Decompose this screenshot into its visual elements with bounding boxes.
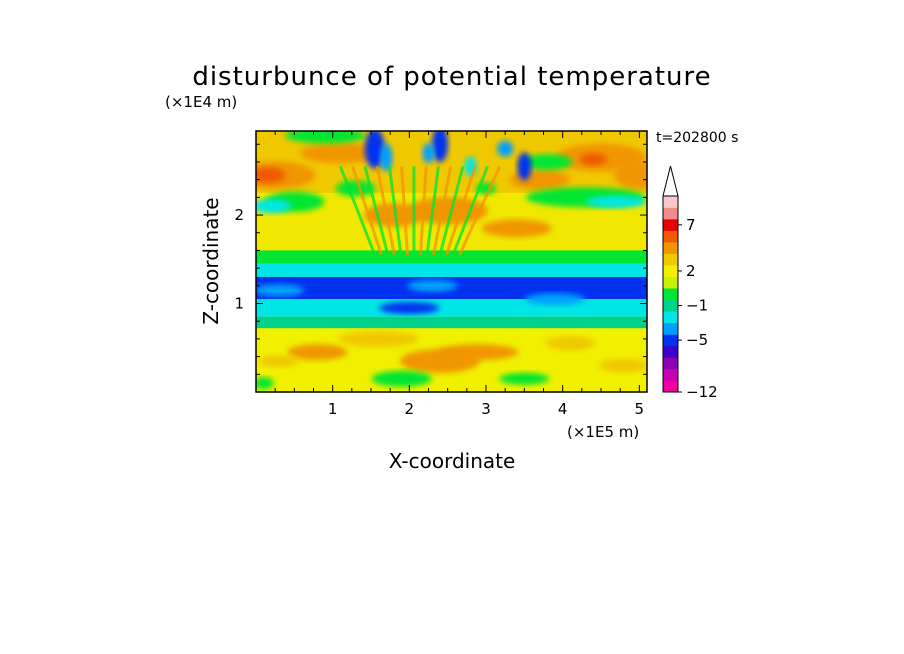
field-blob-21 <box>517 152 532 181</box>
colorbar-frame <box>662 195 679 393</box>
field-blob-25 <box>287 344 348 361</box>
x-unit-label: (×1E5 m) <box>567 423 639 441</box>
field-blob-19 <box>432 131 448 163</box>
field-blob-32 <box>371 370 432 387</box>
field-blob-38 <box>407 279 458 292</box>
colorbar-swatch <box>663 380 678 393</box>
colorbar-swatch <box>663 345 678 358</box>
field-blob-16 <box>335 180 376 197</box>
colorbar-label: 2 <box>686 262 696 280</box>
y-tick-label: 1 <box>234 295 244 313</box>
field-ray-13 <box>458 165 502 256</box>
field-blob-15 <box>285 131 365 144</box>
field-blob-4 <box>614 161 647 190</box>
field-blob-13 <box>586 195 647 208</box>
field-blob-36 <box>525 293 585 306</box>
colorbar-extend-arrow <box>662 165 679 197</box>
colorbar-swatch <box>663 207 678 220</box>
field-ray-12 <box>451 165 489 256</box>
colorbar-swatch <box>663 230 678 243</box>
field-blob-18 <box>380 143 393 172</box>
y-tick-label: 2 <box>234 206 244 224</box>
field-ray-0 <box>338 165 377 256</box>
colorbar-swatch <box>663 219 678 231</box>
field-blob-14 <box>522 153 573 170</box>
field-blob-30 <box>599 358 647 373</box>
x-tick-label: 5 <box>635 400 645 418</box>
field-blob-31 <box>400 349 480 374</box>
field-ray-3 <box>375 166 396 256</box>
band-cyan-top <box>256 263 647 282</box>
y-axis-label: Z-coordinate <box>199 197 223 324</box>
y-unit-label: (×1E4 m) <box>165 93 237 111</box>
colorbar-swatch <box>663 299 678 312</box>
x-tick-label: 1 <box>328 400 338 418</box>
colorbar-swatch <box>663 357 678 370</box>
colorbar-label: −1 <box>686 297 708 315</box>
heatmap-field <box>256 131 647 392</box>
x-tick-label: 3 <box>481 400 491 418</box>
field-blob-17 <box>364 131 385 169</box>
field-ray-1 <box>351 165 383 256</box>
field-shapes <box>256 131 647 392</box>
field-blob-1 <box>256 167 286 184</box>
time-label: t=202800 s <box>656 130 738 146</box>
field-ray-2 <box>363 166 390 256</box>
field-blob-29 <box>259 355 299 368</box>
colorbar: 7 2 −1 −5 −12 <box>662 165 718 401</box>
colorbar-swatch <box>663 322 678 335</box>
field-ray-9 <box>432 166 453 256</box>
x-axis-ticks: 1 2 3 4 5 <box>255 131 645 418</box>
field-ray-7 <box>418 166 428 255</box>
field-blob-37 <box>256 284 304 297</box>
field-blob-27 <box>545 336 596 351</box>
band-green-low <box>256 316 647 329</box>
field-ray-4 <box>387 166 403 256</box>
field-blob-11 <box>256 199 292 214</box>
field-blob-35 <box>379 301 440 314</box>
y-axis-ticks: 12 <box>234 143 647 393</box>
field-blob-28 <box>338 330 419 347</box>
band-green <box>256 250 647 264</box>
field-ray-8 <box>425 166 440 256</box>
x-tick-label: 4 <box>558 400 568 418</box>
field-blob-3 <box>579 153 608 166</box>
field-blob-5 <box>300 143 381 164</box>
x-tick-label: 2 <box>405 400 415 418</box>
field-blob-9 <box>481 219 552 238</box>
field-blob-34 <box>256 377 274 390</box>
field-blob-20 <box>422 143 435 164</box>
colorbar-swatch <box>663 368 678 381</box>
colorbar-swatch <box>663 196 678 208</box>
plot-frame <box>255 130 648 393</box>
band-cyan-low <box>256 299 647 317</box>
field-ray-5 <box>400 166 409 255</box>
colorbar-swatch <box>663 253 678 266</box>
chart-title: disturbunce of potential temperature <box>192 62 711 92</box>
colorbar-swatch <box>663 242 678 254</box>
field-ray-10 <box>438 166 465 256</box>
colorbar-swatch <box>663 265 678 278</box>
x-axis-label: X-coordinate <box>389 449 516 473</box>
colorbar-label: −12 <box>686 383 718 401</box>
field-blob-22 <box>497 140 514 157</box>
colorbar-swatch <box>663 288 678 301</box>
colorbar-swatch <box>663 276 678 289</box>
colorbar-label: 7 <box>686 216 696 234</box>
colorbar-swatch <box>663 311 678 324</box>
colorbar-swatch <box>663 334 678 347</box>
field-ray-11 <box>445 165 477 256</box>
field-blob-33 <box>499 372 550 385</box>
colorbar-label: −5 <box>686 331 708 349</box>
